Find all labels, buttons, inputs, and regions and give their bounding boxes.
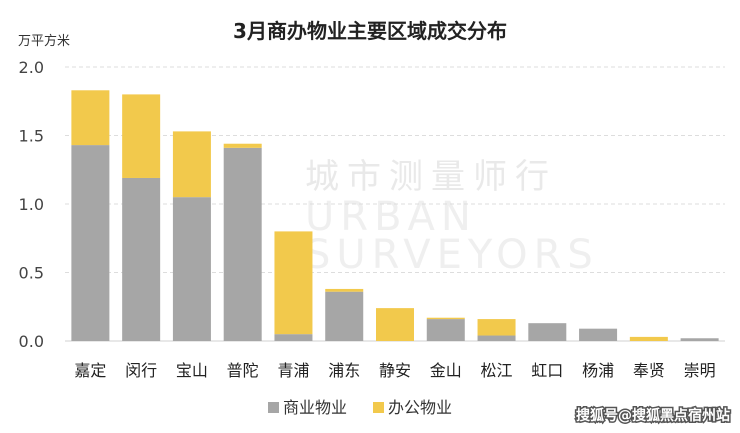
bar-office <box>376 308 414 341</box>
watermark-cn: 城市测量师行 <box>305 157 557 197</box>
watermark-en-line2: SURVEYORS <box>305 232 599 278</box>
bar-office <box>325 288 364 292</box>
y-tick-label: 1.0 <box>19 195 44 214</box>
chart-title: 3月商办物业主要区域成交分布 <box>233 19 507 43</box>
bar-commercial <box>680 338 719 341</box>
x-tick-label: 杨浦 <box>582 361 614 380</box>
bar-commercial <box>223 147 262 341</box>
credit-text: 搜狐号@搜狐黑点宿州站 <box>576 407 730 424</box>
credit-watermark: 搜狐号@搜狐黑点宿州站 <box>575 406 732 426</box>
x-tick-label: 虹口 <box>531 361 563 380</box>
bar-commercial <box>71 145 110 341</box>
x-tick-label: 奉贤 <box>633 361 665 380</box>
bar-commercial <box>274 334 313 341</box>
bar-commercial <box>426 319 465 341</box>
x-tick-label: 崇明 <box>684 361 716 380</box>
x-tick-label: 闵行 <box>125 361 157 380</box>
bar-office <box>172 131 211 198</box>
legend-swatch <box>373 402 384 413</box>
legend-label: 商业物业 <box>283 398 347 417</box>
bar-office <box>477 319 516 336</box>
bar-commercial <box>325 291 364 341</box>
legend-label: 办公物业 <box>388 398 452 417</box>
x-tick-label: 静安 <box>379 361 411 380</box>
legend-swatch <box>268 402 279 413</box>
x-tick-label: 宝山 <box>176 361 208 380</box>
y-tick-label: 1.5 <box>19 127 44 146</box>
bar-office <box>426 317 465 320</box>
bar-commercial <box>172 197 211 341</box>
x-tick-label: 松江 <box>481 361 513 380</box>
bars <box>71 90 719 341</box>
x-axis-ticks: 嘉定 闵行 宝山 普陀 青浦 浦东 静安 金山 松江 虹口 杨浦 奉贤 崇明 <box>74 361 715 380</box>
x-tick-label: 金山 <box>430 361 462 380</box>
legend: 商业物业 办公物业 <box>268 398 452 417</box>
y-tick-label: 0.5 <box>19 264 44 283</box>
watermark: 城市测量师行 URBAN SURVEYORS <box>305 157 599 278</box>
x-tick-label: 普陀 <box>227 361 259 380</box>
bar-commercial <box>477 335 516 341</box>
x-tick-label: 嘉定 <box>74 361 106 380</box>
y-axis-ticks: 0.0 0.5 1.0 1.5 2.0 <box>19 58 44 351</box>
bar-commercial <box>579 328 618 341</box>
bar-commercial <box>122 177 161 341</box>
watermark-en-line1: URBAN <box>305 194 477 240</box>
y-axis-unit-label: 万平方米 <box>18 33 70 49</box>
y-tick-label: 0.0 <box>19 332 44 351</box>
bar-office <box>122 94 161 178</box>
bar-office <box>223 143 262 148</box>
gridlines <box>65 66 725 342</box>
y-tick-label: 2.0 <box>19 58 44 77</box>
bar-office <box>629 336 668 341</box>
bar-office <box>71 90 110 146</box>
x-tick-label: 浦东 <box>328 361 360 380</box>
x-tick-label: 青浦 <box>277 361 309 380</box>
bar-commercial <box>528 323 567 341</box>
bar-office <box>274 231 313 335</box>
